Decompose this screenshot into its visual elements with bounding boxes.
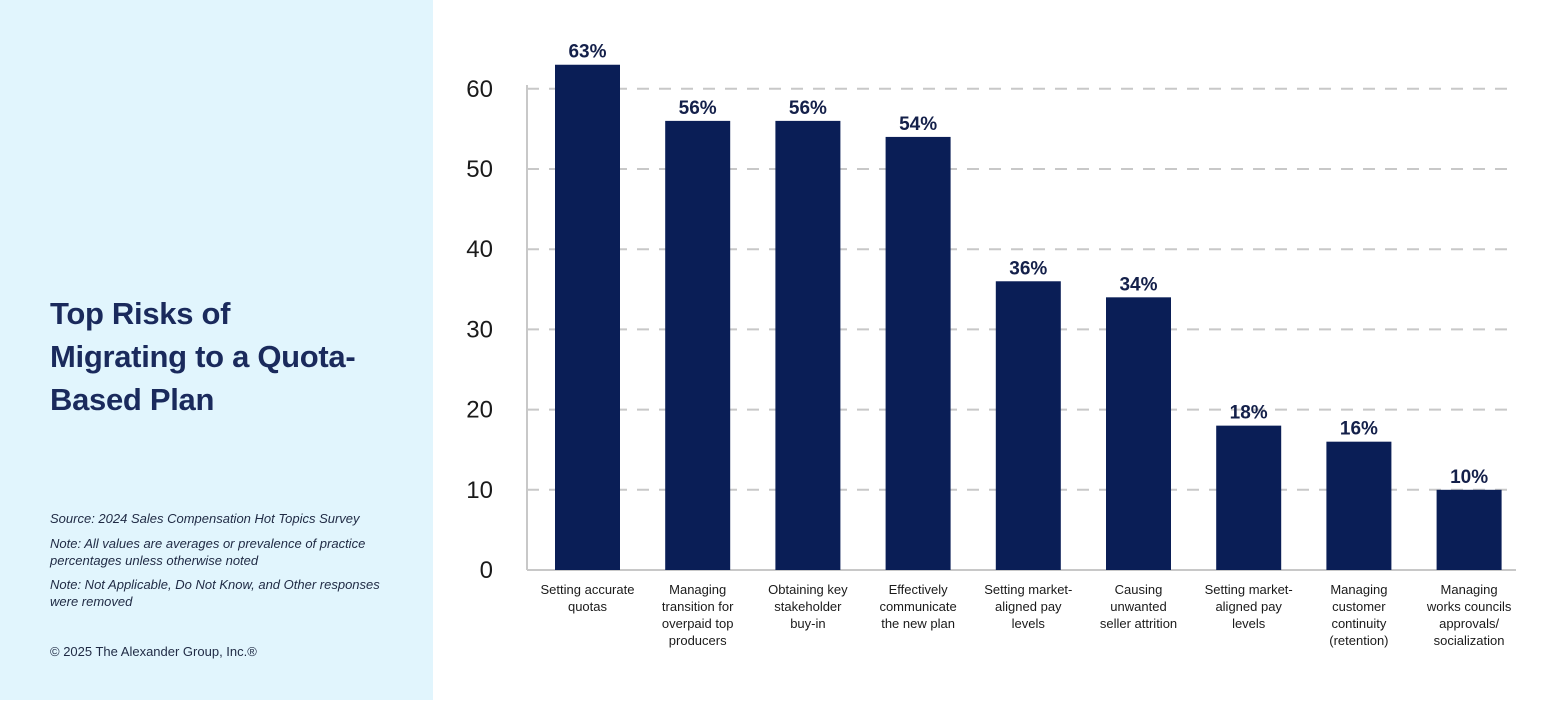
bar-chart: 0 10 20 30 40 50 60 63% Setting accurate quotas 56… xyxy=(466,42,1516,648)
value-label-5: 36% xyxy=(1009,258,1047,279)
bar-layer xyxy=(555,64,1502,571)
y-tick-label-0: 0 xyxy=(480,557,493,584)
chart-title: Top Risks of Migrating to a Quota- Based… xyxy=(50,292,420,421)
category-label-3: Obtaining key stakeholder buy-in xyxy=(768,582,848,631)
bar-3 xyxy=(775,120,841,570)
note-removed-responses: Note: Not Applicable, Do Not Know, and O… xyxy=(50,577,380,609)
value-label-4: 54% xyxy=(899,114,937,135)
title-line-2: Migrating to a Quota- xyxy=(50,339,356,374)
value-label-7: 18% xyxy=(1230,403,1268,424)
bar-9 xyxy=(1436,489,1502,570)
value-label-3: 56% xyxy=(789,98,827,119)
bar-2 xyxy=(665,120,731,570)
bar-7 xyxy=(1216,425,1282,570)
y-tick-label-60: 60 xyxy=(466,76,493,103)
title-line-1: Top Risks of xyxy=(50,296,231,331)
category-label-2: Managing transition for overpaid top produc… xyxy=(662,582,734,648)
bar-4 xyxy=(885,136,951,571)
category-label-6: Causing unwanted seller attrition xyxy=(1100,582,1177,631)
y-tick-label-20: 20 xyxy=(466,397,493,424)
category-label-4: Effectively communicate the new plan xyxy=(879,582,956,631)
label-layer: 0 10 20 30 40 50 60 63% Setting accurate quotas 56… xyxy=(466,42,1512,648)
category-label-5: Setting market-aligned pay levels xyxy=(984,582,1072,631)
value-label-9: 10% xyxy=(1450,467,1488,488)
bar-5 xyxy=(995,281,1061,570)
bar-1 xyxy=(555,64,620,571)
value-label-1: 63% xyxy=(568,42,606,63)
bar-6 xyxy=(1106,297,1171,570)
copyright-text: © 2025 The Alexander Group, Inc.® xyxy=(50,644,257,659)
side-panel: Top Risks of Migrating to a Quota- Based… xyxy=(0,0,433,700)
y-tick-label-10: 10 xyxy=(466,477,493,504)
bar-8 xyxy=(1326,441,1392,570)
note-averages: Note: All values are averages or prevale… xyxy=(50,536,366,568)
value-label-8: 16% xyxy=(1340,419,1378,440)
value-label-6: 34% xyxy=(1119,274,1157,295)
category-label-7: Setting market-aligned pay levels xyxy=(1205,582,1293,631)
category-label-8: Managing customer continuity (retention) xyxy=(1329,582,1388,648)
title-line-3: Based Plan xyxy=(50,382,215,417)
category-label-1: Setting accurate quotas xyxy=(541,582,635,614)
chart-area: 0 10 20 30 40 50 60 63% Setting accurate quotas 56… xyxy=(433,0,1550,700)
y-tick-label-30: 30 xyxy=(466,316,493,343)
source-note: Source: 2024 Sales Compensation Hot Topi… xyxy=(50,511,360,526)
value-label-2: 56% xyxy=(679,98,717,119)
y-tick-label-40: 40 xyxy=(466,236,493,263)
category-label-9: Managing works councils approvals/socializ… xyxy=(1426,582,1512,648)
y-tick-label-50: 50 xyxy=(466,156,493,183)
